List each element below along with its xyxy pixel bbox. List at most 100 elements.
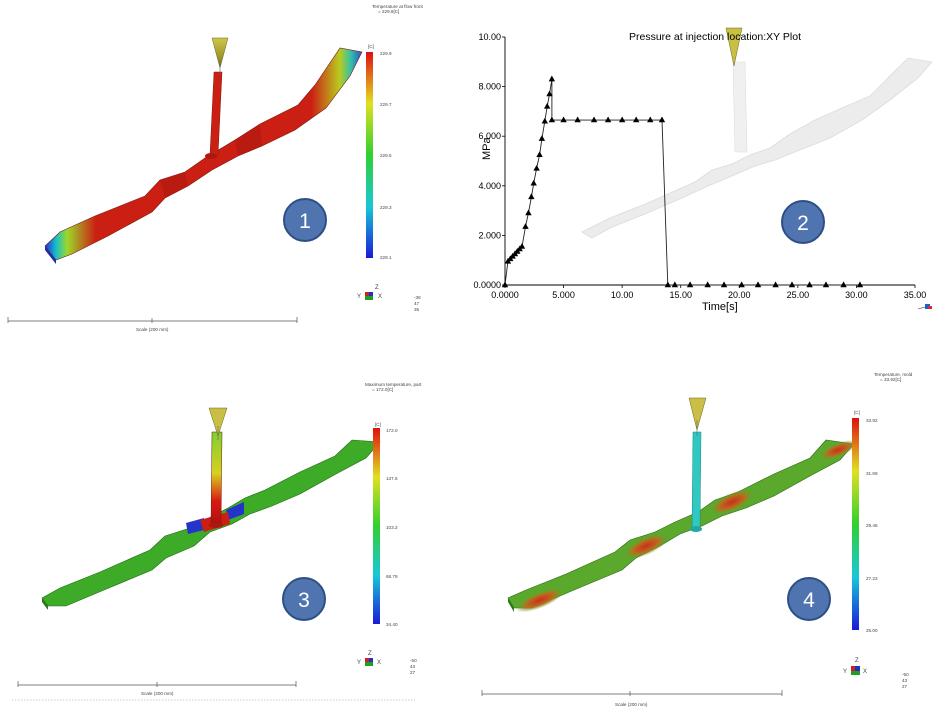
scale-bar: Scale (200 mm) (481, 690, 783, 707)
data-point-marker (822, 281, 830, 288)
view-angle: -50 (902, 672, 909, 677)
data-point-marker (528, 193, 535, 200)
legend-title: Temperature, mold (874, 372, 913, 377)
data-point-marker (518, 242, 526, 249)
y-tick-label: 2.000 (478, 230, 501, 240)
y-tick-label: 4.000 (478, 181, 501, 191)
color-legend: Maximum temperature, part = 172.0[C] [C]… (365, 382, 422, 627)
scale-label: Scale (200 mm) (615, 702, 648, 707)
data-point-marker (788, 281, 796, 288)
data-point-marker (546, 90, 553, 97)
data-point-marker (664, 281, 672, 288)
panel-1-flow-front-temperature: Temperature at flow front = 229.9[C] [C]… (0, 0, 470, 345)
tensile-bar-part (44, 47, 363, 264)
color-scale-bar (366, 52, 373, 258)
nozzle-cone (208, 407, 228, 437)
sprue-runner (690, 431, 702, 532)
legend-tick: 29.46 (866, 523, 878, 528)
data-point-marker (647, 116, 654, 123)
legend-tick: 229.3 (380, 205, 392, 210)
pressure-series-line (504, 79, 860, 286)
sprue-runner (209, 431, 223, 528)
nozzle-cone (211, 37, 229, 69)
x-tick-label: 20.00 (728, 290, 751, 300)
orientation-triad: Z Y X (843, 658, 867, 675)
y-axis-label: MPa (481, 137, 493, 161)
legend-subtitle: = 172.0[C] (372, 387, 393, 392)
view-angle: 43 (410, 664, 416, 669)
legend-tick: 34.40 (386, 622, 398, 627)
ghost-part (581, 57, 933, 239)
data-point-marker (856, 281, 864, 288)
legend-tick: 31.69 (866, 471, 878, 476)
panel-4-view: Temperature, mold = 33.92[C] [C] 33.92 3… (481, 372, 913, 707)
x-tick-label: 35.00 (904, 290, 927, 300)
data-point-marker (536, 151, 543, 157)
data-point-marker (533, 164, 540, 171)
data-point-marker (548, 116, 556, 123)
y-tick-labels: 0.0000 2.000 4.000 6.000 8.000 10.00 (473, 32, 505, 290)
data-point-marker (754, 281, 762, 288)
data-point-marker (548, 75, 556, 82)
data-point-marker (671, 281, 679, 288)
x-tick-labels: 0.0000 5.000 10.00 15.00 20.00 25.00 30.00 35.0… (491, 285, 926, 300)
data-point-marker (772, 281, 779, 288)
x-tick-label: 25.00 (787, 290, 810, 300)
data-point-marker (560, 116, 567, 123)
axis-x-label: X (863, 669, 867, 675)
legend-tick: 229.9 (380, 51, 392, 56)
legend-unit: [C] (854, 410, 860, 415)
view-angle: 35 (414, 307, 420, 312)
axis-z-label: Z (855, 658, 859, 664)
axis-x-label: X (377, 660, 381, 666)
axis-x-label: X (378, 294, 382, 300)
color-scale-bar (373, 428, 380, 624)
color-legend: Temperature, mold = 33.92[C] [C] 33.92 3… (852, 372, 913, 633)
legend-tick: 229.1 (380, 255, 392, 260)
plot-area (504, 37, 915, 286)
data-point-marker (686, 281, 694, 288)
legend-tick: 68.79 (386, 574, 398, 579)
data-point-marker (530, 179, 537, 186)
data-point-marker (806, 281, 813, 288)
badge-number: 4 (803, 589, 815, 612)
color-legend: Temperature at flow front = 229.9[C] [C]… (366, 4, 424, 260)
panel-2-pressure-chart: Pressure at injection location:XY Plot T… (470, 0, 938, 345)
data-point-marker (604, 116, 612, 123)
legend-unit: [C] (375, 422, 381, 427)
y-tick-label: 0.0000 (473, 280, 501, 290)
color-scale-bar (852, 418, 859, 630)
panel-1-view: Temperature at flow front = 229.9[C] [C]… (7, 4, 424, 332)
orientation-triad: Z Y X (357, 651, 381, 666)
view-angle: -38 (414, 295, 421, 300)
nozzle-cone (725, 27, 743, 67)
x-tick-label: 5.000 (552, 290, 575, 300)
data-point-marker (738, 281, 745, 288)
legend-tick: 229.5 (380, 153, 392, 158)
view-angle: 27 (410, 670, 416, 675)
scale-label: Scale (200 mm) (141, 691, 174, 696)
legend-tick: 137.6 (386, 476, 398, 481)
scale-bar: Scale (200 mm) (7, 317, 298, 332)
legend-title: Temperature at flow front (372, 4, 424, 9)
data-point-marker (840, 281, 847, 288)
data-point-marker (720, 281, 728, 288)
view-angle: 43 (902, 678, 908, 683)
data-point-marker (618, 116, 626, 123)
x-tick-label: 30.00 (845, 290, 868, 300)
legend-tick: 103.2 (386, 525, 398, 530)
badge-number: 1 (299, 210, 311, 233)
legend-tick: 172.0 (386, 428, 398, 433)
data-point-marker (590, 116, 598, 123)
view-angle: -50 (410, 658, 417, 663)
legend-title: Maximum temperature, part (365, 382, 422, 387)
legend-subtitle: = 33.92[C] (880, 377, 901, 382)
chart-title: Pressure at injection location:XY Plot (629, 31, 801, 43)
panel-number-badge: 4 (787, 577, 831, 621)
pressure-xy-plot: Pressure at injection location:XY Plot T… (473, 27, 933, 313)
data-point-marker (574, 116, 581, 123)
data-point-marker (538, 135, 546, 141)
data-point-marker (658, 116, 666, 123)
data-point-marker (633, 116, 640, 123)
mini-triad (917, 304, 932, 310)
